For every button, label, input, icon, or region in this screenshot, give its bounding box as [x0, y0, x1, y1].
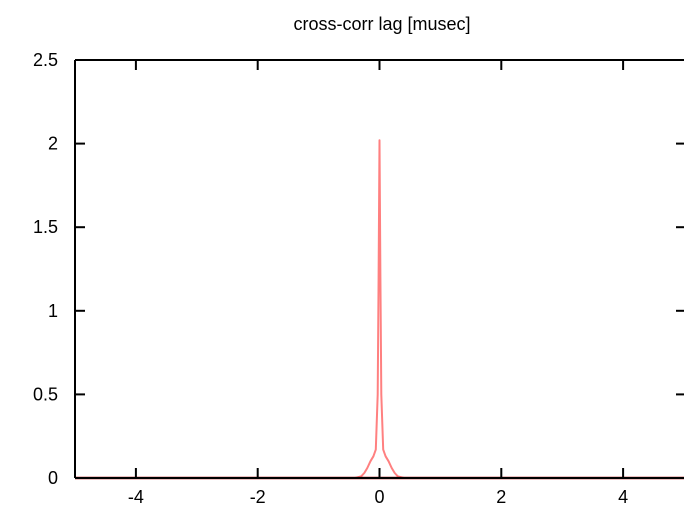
x-tick-label: -4: [128, 487, 144, 507]
y-tick-label: 2.5: [33, 50, 58, 70]
x-tick-label: 4: [618, 487, 628, 507]
x-tick-label: 0: [374, 487, 384, 507]
plot-area: -4 -2 0 2 4 0 0.5 1 1.5 2 2.5: [33, 50, 684, 507]
y-tick-label: 0.5: [33, 384, 58, 404]
x-tick-label: -2: [250, 487, 266, 507]
x-tick-label: 2: [496, 487, 506, 507]
y-tick-label: 1.5: [33, 217, 58, 237]
y-tick-label: 2: [48, 134, 58, 154]
chart-title: cross-corr lag [musec]: [293, 14, 470, 34]
series-line-1: [75, 139, 684, 479]
y-tick-label: 1: [48, 301, 58, 321]
y-tick-label: 0: [48, 468, 58, 488]
